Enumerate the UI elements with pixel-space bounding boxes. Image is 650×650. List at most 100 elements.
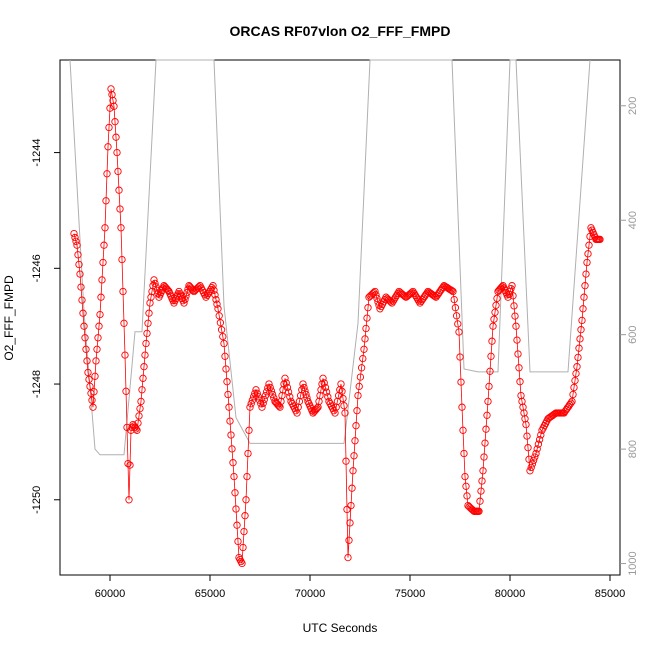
o2-point [96, 310, 104, 319]
o2-point [215, 312, 223, 320]
o2-point [147, 293, 155, 301]
o2-point [511, 312, 519, 320]
o2-point [117, 224, 125, 232]
o2-point [463, 492, 471, 500]
o2-point [510, 302, 518, 310]
o2-point [105, 123, 113, 132]
o2-point [351, 437, 359, 445]
o2-point [219, 332, 227, 341]
o2-point [133, 426, 141, 434]
o2-point [88, 396, 96, 404]
o2-point [582, 270, 590, 278]
o2-point [180, 299, 188, 307]
o2-point [583, 258, 591, 267]
o2-point [211, 291, 219, 299]
o2-point [410, 289, 418, 298]
o2-point [223, 378, 231, 386]
o2-point [184, 285, 192, 293]
plot-frame [59, 59, 621, 576]
o2-point [126, 461, 134, 469]
x-tick-label-2: 70000 [295, 588, 326, 600]
o2-point [524, 444, 532, 452]
o2-point [231, 489, 239, 497]
o2-point [152, 283, 160, 291]
o2-point [407, 289, 415, 298]
o2-point [579, 305, 587, 313]
o2-point [523, 432, 531, 440]
y-tick-label-3: -1250 [31, 486, 43, 514]
o2-line [73, 88, 600, 565]
o2-point [430, 291, 438, 300]
o2-point [492, 301, 500, 309]
o2-point [227, 431, 235, 439]
o2-point [145, 309, 153, 317]
o2-point [226, 417, 234, 425]
o2-point [521, 415, 529, 423]
o2-point [341, 409, 349, 417]
o2-point [120, 319, 128, 327]
o2-point [388, 299, 396, 307]
o2-point [141, 351, 149, 359]
o2-point [356, 373, 365, 381]
o2-point [140, 363, 148, 371]
o2-point [137, 397, 145, 406]
o2-point [90, 388, 98, 396]
o2-point [144, 319, 152, 327]
o2-point [373, 294, 381, 303]
o2-point [122, 387, 130, 395]
x-tick-label-1: 65000 [195, 588, 226, 600]
o2-point [462, 482, 470, 490]
o2-point [352, 422, 360, 430]
o2-point [459, 426, 467, 434]
o2-point [278, 391, 286, 400]
o2-point [232, 505, 240, 513]
o2-point [78, 296, 86, 304]
o2-point [181, 295, 189, 304]
o2-point [220, 339, 228, 348]
o2-point [481, 439, 489, 447]
o2-point [265, 380, 273, 388]
o2-point [76, 270, 84, 278]
o2-point [82, 345, 90, 353]
altitude-line [69, 59, 591, 456]
o2-point [221, 352, 229, 360]
o2-point [573, 363, 581, 371]
o2-point [100, 241, 108, 249]
o2-point [483, 411, 491, 419]
o2-point [354, 391, 362, 400]
o2-point [209, 282, 217, 290]
o2-point [596, 235, 604, 244]
x-axis: 60000 65000 70000 75000 80000 85000 [95, 575, 625, 600]
o2-point [411, 291, 419, 299]
o2-point [214, 305, 222, 313]
o2-point [571, 376, 579, 385]
o2-point [518, 397, 526, 406]
o2-point [72, 237, 80, 245]
o2-point [107, 85, 115, 93]
o2-point [242, 496, 250, 504]
o2-point [222, 365, 230, 373]
o2-point [189, 286, 197, 294]
o2-point [70, 229, 78, 238]
o2-point [339, 394, 347, 403]
o2-point [400, 291, 408, 299]
o2-point [213, 300, 221, 308]
o2-point [277, 397, 285, 406]
o2-point [371, 287, 379, 296]
o2-point [138, 386, 146, 394]
o2-point [97, 293, 105, 301]
o2-point [321, 383, 330, 392]
o2-point [528, 460, 537, 468]
o2-point [340, 402, 348, 410]
o2-point [449, 287, 457, 296]
o2-point [112, 133, 120, 141]
y2-tick-label-4: 1000 [627, 551, 639, 575]
o2-point [258, 403, 266, 411]
o2-point [115, 186, 123, 194]
o2-point [243, 472, 251, 481]
o2-point [203, 291, 211, 299]
o2-point [207, 285, 215, 294]
o2-point [362, 324, 370, 333]
o2-point [532, 449, 540, 458]
